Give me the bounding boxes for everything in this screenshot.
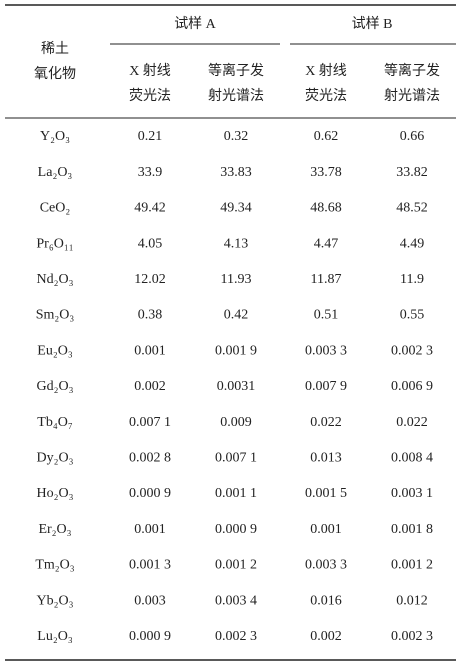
column-header: X 射线: [129, 63, 171, 79]
cell: 0.51: [314, 308, 339, 323]
column-header: 荧光法: [305, 87, 347, 104]
column-header: 等离子发: [208, 62, 264, 79]
oxide-name: Nd₂O₃: [37, 272, 74, 287]
cell: 0.21: [138, 129, 163, 144]
column-header: X 射线: [305, 63, 347, 79]
cell: 0.001 1: [215, 486, 257, 501]
cell: 49.34: [220, 201, 252, 216]
cell: 33.9: [138, 165, 163, 180]
cell: 4.05: [138, 236, 163, 251]
cell: 0.001 8: [391, 522, 433, 537]
cell: 0.001: [310, 522, 342, 537]
cell: 0.003 1: [391, 486, 433, 501]
cell: 11.93: [221, 272, 252, 287]
cell: 0.002 3: [215, 629, 257, 644]
oxide-name: Gd₂O₃: [37, 379, 74, 394]
column-header: 射光谱法: [208, 88, 264, 104]
cell: 0.007 9: [305, 379, 347, 394]
oxide-name: Tb₄O₇: [37, 415, 73, 430]
cell: 0.32: [224, 129, 249, 144]
cell: 12.02: [134, 272, 166, 287]
cell: 0.55: [400, 308, 425, 323]
cell: 48.52: [396, 201, 428, 216]
cell: 0.008 4: [391, 451, 433, 466]
cell: 49.42: [134, 201, 166, 216]
cell: 0.42: [224, 308, 249, 323]
oxide-name: CeO₂: [40, 201, 71, 216]
cell: 0.016: [310, 593, 342, 608]
cell: 0.002: [310, 629, 342, 644]
group-header: 试样 A: [174, 16, 216, 32]
cell: 11.87: [311, 272, 342, 287]
cell: 33.82: [396, 165, 428, 180]
cell: 0.001: [134, 343, 166, 358]
cell: 33.83: [220, 165, 252, 180]
cell: 0.002 3: [391, 629, 433, 644]
oxide-name: Pr₆O₁₁: [36, 236, 73, 251]
column-header: 射光谱法: [384, 88, 440, 104]
cell: 4.13: [224, 236, 249, 251]
cell: 0.009: [220, 415, 252, 430]
cell: 0.001 2: [215, 558, 257, 573]
oxide-name: Ho₂O₃: [37, 486, 74, 501]
cell: 0.001 2: [391, 558, 433, 573]
cell: 0.006 9: [391, 379, 433, 394]
cell: 0.007 1: [215, 451, 257, 466]
cell: 0.000 9: [129, 629, 171, 644]
cell: 0.007 1: [129, 415, 171, 430]
row-header: 稀土: [41, 41, 69, 57]
cell: 0.000 9: [129, 486, 171, 501]
column-header: 荧光法: [129, 87, 171, 104]
cell: 0.002 8: [129, 451, 171, 466]
cell: 0.62: [314, 129, 339, 144]
oxide-name: Yb₂O₃: [37, 593, 74, 608]
cell: 0.002: [134, 379, 166, 394]
oxide-name: Lu₂O₃: [37, 629, 73, 644]
group-header: 试样 B: [352, 16, 393, 32]
cell: 0.003: [134, 593, 166, 608]
cell: 0.013: [310, 451, 342, 466]
cell: 0.012: [396, 593, 428, 608]
cell: 0.022: [310, 415, 342, 430]
cell: 48.68: [310, 201, 342, 216]
cell: 4.49: [400, 236, 425, 251]
row-header: 氧化物: [34, 66, 76, 82]
cell: 4.47: [314, 236, 339, 251]
column-header: 等离子发: [384, 62, 440, 79]
oxide-name: Sm₂O₃: [36, 308, 75, 323]
cell: 0.001 5: [305, 486, 347, 501]
cell: 0.001: [134, 522, 166, 537]
cell: 0.003 4: [215, 593, 257, 608]
cell: 0.022: [396, 415, 428, 430]
oxide-name: Eu₂O₃: [37, 343, 73, 358]
oxide-name: Tm₂O₃: [35, 558, 74, 573]
oxide-name: Er₂O₃: [38, 522, 71, 537]
cell: 11.9: [400, 272, 424, 287]
cell: 33.78: [310, 165, 342, 180]
oxide-name: La₂O₃: [38, 165, 73, 180]
cell: 0.38: [138, 308, 163, 323]
oxide-name: Y₂O₃: [40, 129, 70, 144]
cell: 0.66: [400, 129, 425, 144]
cell: 0.000 9: [215, 522, 257, 537]
cell: 0.0031: [217, 379, 256, 394]
cell: 0.003 3: [305, 343, 347, 358]
cell: 0.003 3: [305, 558, 347, 573]
cell: 0.002 3: [391, 343, 433, 358]
cell: 0.001 3: [129, 558, 171, 573]
cell: 0.001 9: [215, 343, 257, 358]
oxide-name: Dy₂O₃: [37, 451, 74, 466]
